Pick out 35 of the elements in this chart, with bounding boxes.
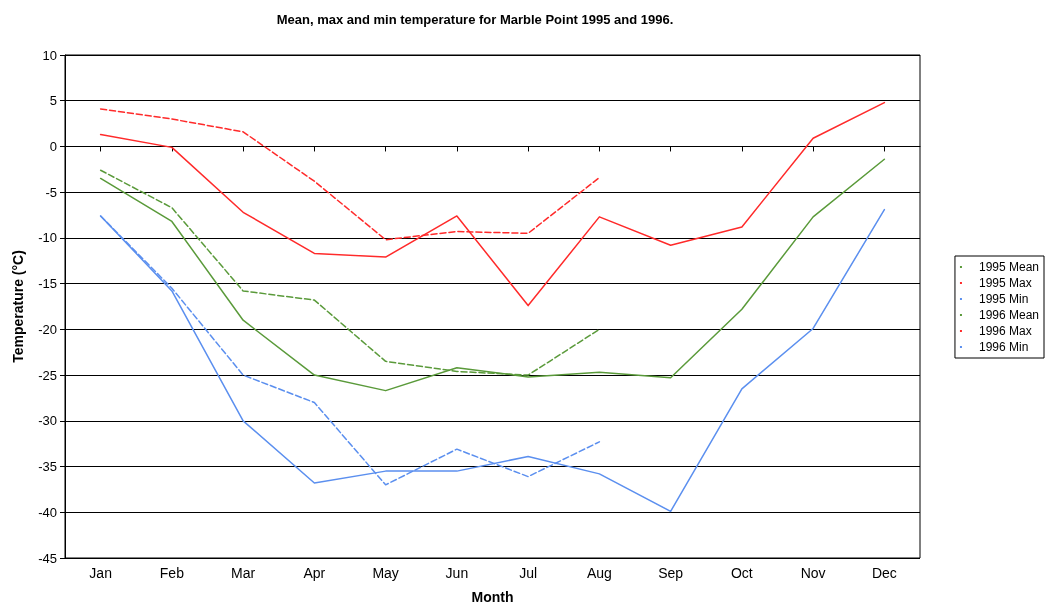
x-tick-label: Oct bbox=[730, 565, 753, 581]
y-axis-title: Temperature (°C) bbox=[10, 250, 26, 363]
x-tick-label: Apr bbox=[303, 565, 326, 581]
y-tick-label: -40 bbox=[38, 504, 57, 520]
y-tick-label: -45 bbox=[38, 550, 57, 566]
y-tick-label: 10 bbox=[42, 47, 57, 63]
x-tick-label: May bbox=[372, 565, 399, 581]
legend-label: 1996 Min bbox=[978, 340, 1029, 354]
x-tick-label: Feb bbox=[159, 565, 185, 581]
y-tick-label: -30 bbox=[38, 413, 57, 429]
x-tick-label: Sep bbox=[658, 565, 684, 581]
legend-label: 1996 Mean bbox=[978, 308, 1039, 322]
x-tick-label: Aug bbox=[586, 565, 612, 581]
y-tick-label: 5 bbox=[49, 93, 57, 109]
y-tick-label: -5 bbox=[45, 184, 57, 200]
legend-label: 1995 Min bbox=[978, 292, 1029, 306]
x-tick-label: Jun bbox=[445, 565, 469, 581]
line-series bbox=[99, 101, 886, 307]
x-tick-label: Jul bbox=[519, 565, 538, 581]
x-axis-title: Month bbox=[471, 589, 514, 605]
line-series bbox=[99, 158, 886, 392]
x-tick-label: Mar bbox=[231, 565, 256, 581]
x-tick-label: Dec bbox=[871, 565, 897, 581]
y-tick-label: -20 bbox=[38, 321, 57, 337]
chart-title: Mean, max and min temperature for Marble Point 1995 and 1996. bbox=[276, 12, 674, 27]
y-tick-label: -25 bbox=[38, 367, 57, 383]
y-tick-label: -10 bbox=[38, 230, 57, 246]
legend-label: 1995 Max bbox=[978, 276, 1032, 290]
y-tick-label: 0 bbox=[49, 138, 57, 154]
legend-label: 1996 Max bbox=[978, 324, 1032, 338]
legend-label: 1995 Mean bbox=[978, 260, 1039, 274]
x-tick-label: Jan bbox=[89, 565, 112, 581]
y-tick-label: -35 bbox=[38, 459, 57, 475]
y-tick-label: -15 bbox=[38, 276, 57, 292]
x-tick-label: Nov bbox=[800, 565, 826, 581]
